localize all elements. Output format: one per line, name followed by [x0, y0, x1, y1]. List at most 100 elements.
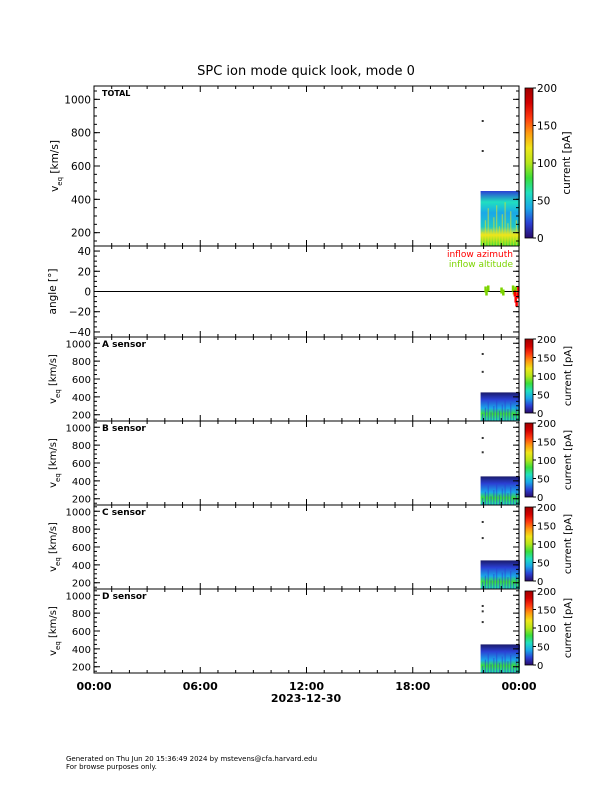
a-colorbar-tick-label: 100: [537, 372, 556, 383]
b-axis-title-main: v: [48, 482, 59, 488]
d-spectrogram-streak: [496, 651, 498, 673]
a-spectrogram-streak: [507, 409, 509, 421]
c-colorbar-tick-label: 100: [537, 540, 556, 551]
d-colorbar-label: current [pA]: [563, 598, 574, 658]
b-sparse-point: [481, 436, 484, 439]
total-ytick-label: 800: [71, 128, 91, 140]
d-spectrogram-streak: [498, 662, 501, 673]
c-colorbar: 0 50 100 150 200 current [pA]: [524, 503, 574, 588]
total-spectrogram-streak: [504, 202, 506, 246]
footer-browse-note: For browse purposes only.: [66, 763, 157, 771]
c-spectrogram-streak: [484, 575, 487, 589]
angle-ytick-label: 0: [84, 287, 91, 299]
d-ytick-label: 1000: [66, 591, 91, 602]
c-spectrogram-streak: [487, 569, 489, 589]
b-ytick-label: 200: [72, 495, 91, 506]
panel-total: 200 400 600 800 1000 TOTAL veq [km/s] 0 50 100 150…: [49, 83, 573, 247]
b-spectrogram-streak: [498, 494, 501, 505]
c-spectrogram-streak: [501, 572, 503, 589]
total-ytick-label: 600: [71, 161, 91, 173]
d-panel-label: D sensor: [102, 592, 147, 602]
d-colorbar-gradient: [524, 590, 534, 666]
d-axis-title-sub: eq: [54, 641, 62, 650]
total-sparse-point: [481, 150, 484, 152]
azimuth-point: [515, 300, 518, 307]
a-spectrogram-streak: [493, 406, 495, 421]
altitude-point: [511, 285, 515, 292]
panel-d: 200 400 600 800 1000 D sensor veq [km/s] 0 50 100…: [48, 587, 574, 674]
c-frame: [93, 504, 520, 590]
d-spectrogram-streak: [507, 661, 509, 673]
b-spectrogram-streak: [512, 497, 515, 505]
a-colorbar-label: current [pA]: [563, 346, 574, 406]
altitude-point: [514, 286, 517, 293]
a-ytick-label: 1000: [66, 339, 91, 350]
d-axis-title-main: v: [48, 650, 59, 656]
total-sparse-point: [481, 120, 484, 122]
azimuth-point: [517, 286, 520, 293]
b-ytick-label: 800: [72, 441, 91, 452]
a-colorbar-tick-label: 200: [537, 335, 556, 346]
b-spectrogram-streak: [487, 485, 489, 505]
b-spectrogram-streak: [507, 493, 509, 505]
d-spectrogram-streak: [487, 653, 489, 673]
b-colorbar-tick-label: 50: [537, 475, 550, 486]
b-colorbar-tick-label: 150: [537, 438, 556, 449]
d-spectrogram-streak: [484, 659, 487, 673]
azimuth-point: [516, 292, 519, 299]
total-axis-title-main: v: [49, 186, 61, 192]
angle-axis-title: angle [°]: [47, 269, 59, 315]
c-ytick-label: 600: [72, 543, 91, 554]
panel-c: 200 400 600 800 1000 C sensor veq [km/s] 0 50 100…: [48, 503, 574, 590]
x-tick-label: 06:00: [183, 680, 218, 693]
angle-ytick-label: −40: [69, 327, 91, 339]
c-spectrogram-streak: [512, 581, 515, 589]
a-spectrogram-streak: [481, 413, 484, 421]
b-spectrogram-streak: [484, 491, 487, 505]
c-colorbar-tick-label: 150: [537, 522, 556, 533]
total-axis-title-sub: eq: [56, 177, 64, 186]
a-spectrogram-streak: [484, 407, 487, 421]
c-ytick-label: 400: [72, 561, 91, 572]
b-ytick-label: 600: [72, 459, 91, 470]
footer: Generated on Thu Jun 20 15:36:49 2024 by…: [66, 755, 317, 771]
d-spectrogram-streak: [490, 664, 492, 673]
a-spectrogram-streak: [504, 398, 506, 421]
c-colorbar-gradient: [524, 506, 534, 582]
b-panel-label: B sensor: [102, 424, 146, 434]
date-label: 2023-12-30: [271, 692, 342, 705]
a-spectrogram-streak: [512, 413, 515, 421]
d-colorbar-tick-label: 50: [537, 643, 550, 654]
d-sparse-point: [481, 610, 484, 613]
total-spectrogram-streak: [512, 232, 515, 246]
total-spectrogram-streak: [481, 232, 484, 246]
d-spectrogram-streak: [501, 656, 503, 673]
c-spectrogram-streak: [481, 581, 484, 589]
angle-ytick-label: −20: [69, 307, 91, 319]
azimuth-point: [513, 290, 517, 297]
c-axis-title: veq [km/s]: [48, 522, 62, 572]
c-spectrogram-streak: [493, 574, 495, 589]
total-spectrogram-streak: [496, 205, 498, 246]
total-axis-title-unit: [km/s]: [49, 140, 61, 177]
c-spectrogram-streak: [510, 570, 512, 589]
total-colorbar-label: current [pA]: [561, 131, 573, 194]
altitude-point: [502, 289, 505, 296]
b-ytick-label: 1000: [66, 423, 91, 434]
panel-b: 200 400 600 800 1000 B sensor veq [km/s] 0 50 100…: [48, 419, 574, 506]
total-spectrogram-streak: [490, 229, 492, 246]
x-tick-label: 00:00: [501, 680, 536, 693]
panel-a: 200 400 600 800 1000 A sensor veq [km/s] 0 50 100…: [48, 335, 574, 422]
d-spectrogram-streak: [504, 650, 506, 673]
legend-inflow-altitude: inflow altitude: [449, 260, 514, 270]
b-spectrogram-streak: [504, 482, 506, 505]
total-colorbar-tick-label: 0: [537, 233, 544, 245]
d-colorbar: 0 50 100 150 200 current [pA]: [524, 587, 574, 672]
c-sparse-point: [481, 520, 484, 523]
x-tick-label: 00:00: [76, 680, 111, 693]
c-sparse-point: [481, 537, 484, 540]
a-axis-title-unit: [km/s]: [48, 354, 59, 389]
total-colorbar-tick-label: 200: [537, 83, 557, 95]
total-colorbar-tick-label: 100: [537, 158, 557, 170]
